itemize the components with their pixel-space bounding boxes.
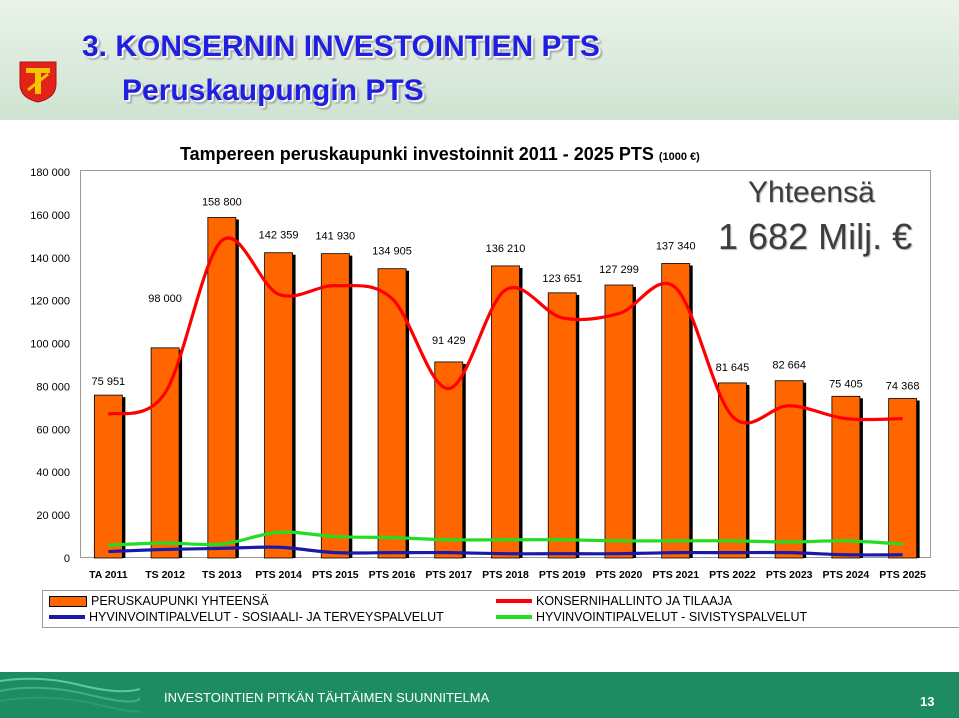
legend-label: HYVINVOINTIPALVELUT - SIVISTYSPALVELUT (536, 610, 808, 624)
total-label: Yhteensä (748, 176, 875, 209)
x-tick-label: PTS 2014 (255, 569, 302, 581)
bar (774, 380, 804, 559)
bar-value-label: 158 800 (202, 196, 242, 208)
legend-label: KONSERNIHALLINTO JA TILAAJA (536, 594, 733, 608)
bar (264, 252, 293, 559)
legend: PERUSKAUPUNKI YHTEENSÄ KONSERNIHALLINTO … (42, 590, 959, 628)
chart-title-unit: (1000 €) (658, 151, 700, 163)
y-tick-label: 100 000 (30, 339, 70, 351)
y-tick-label: 140 000 (30, 253, 70, 265)
y-tick-label: 40 000 (36, 467, 70, 479)
bar (547, 292, 577, 559)
page-number: 13 (920, 694, 935, 709)
bar-value-label: 91 429 (432, 335, 466, 347)
x-tick-label: PTS 2019 (539, 569, 586, 581)
x-tick-label: TS 2012 (145, 569, 185, 581)
bar (320, 253, 350, 559)
bar (718, 382, 747, 559)
tampere-coat-of-arms-icon (19, 61, 57, 103)
y-tick-label: 120 000 (30, 296, 70, 308)
x-tick-label: PTS 2015 (312, 569, 359, 581)
x-tick-label: PTS 2023 (766, 569, 813, 581)
bar (888, 398, 918, 559)
y-tick-label: 60 000 (36, 424, 70, 436)
header-band (0, 0, 959, 120)
footer-decoration (0, 677, 140, 713)
line-sivistys (108, 530, 903, 547)
bar-value-label: 82 664 (772, 360, 806, 372)
bar-value-label: 137 340 (656, 240, 696, 252)
legend-swatch-line (49, 615, 85, 619)
bar-value-label: 142 359 (259, 230, 299, 242)
bar (831, 395, 861, 559)
chart-title: Tampereen peruskaupunki investoinnit 201… (180, 144, 700, 165)
legend-item-sosiaali: HYVINVOINTIPALVELUT - SOSIAALI- JA TERVE… (49, 610, 444, 624)
bar (661, 263, 691, 559)
x-tick-label: TS 2013 (202, 569, 242, 581)
legend-swatch-line (496, 599, 532, 603)
legend-swatch-line (496, 615, 532, 619)
bar (93, 394, 123, 559)
bar-value-label: 75 951 (92, 376, 126, 388)
x-tick-label: PTS 2022 (709, 569, 756, 581)
footer-band (0, 672, 959, 718)
legend-item-konsernihallinto: KONSERNIHALLINTO JA TILAAJA (496, 594, 732, 608)
bar-value-label: 136 210 (486, 243, 526, 255)
bar (207, 217, 237, 559)
x-tick-label: PTS 2025 (879, 569, 926, 581)
legend-label: PERUSKAUPUNKI YHTEENSÄ (91, 594, 269, 608)
bar (491, 265, 520, 559)
bar-value-label: 74 368 (886, 381, 920, 393)
y-tick-label: 0 (64, 553, 70, 565)
legend-item-peruskaupunki: PERUSKAUPUNKI YHTEENSÄ (49, 594, 269, 608)
x-tick-label: PTS 2020 (596, 569, 643, 581)
y-tick-label: 180 000 (30, 167, 70, 179)
bar (150, 347, 180, 559)
bar (377, 268, 407, 559)
bar-value-label: 75 405 (829, 378, 863, 390)
total-value: 1 682 Milj. € (718, 216, 913, 257)
x-tick-label: TA 2011 (89, 569, 128, 581)
line-sosiaali-terveys (108, 545, 903, 557)
y-tick-label: 20 000 (36, 510, 70, 522)
bar (604, 284, 634, 559)
bar-value-label: 81 645 (716, 362, 750, 374)
y-tick-label: 160 000 (30, 210, 70, 222)
bar-value-label: 141 930 (315, 231, 355, 243)
legend-label: HYVINVOINTIPALVELUT - SOSIAALI- JA TERVE… (89, 610, 444, 624)
footer-text: INVESTOINTIEN PITKÄN TÄHTÄIMEN SUUNNITEL… (164, 690, 490, 705)
legend-item-sivistys: HYVINVOINTIPALVELUT - SIVISTYSPALVELUT (496, 610, 807, 624)
bar-value-label: 123 651 (542, 273, 582, 285)
bar-value-label: 134 905 (372, 246, 412, 258)
chart-title-text: Tampereen peruskaupunki investoinnit 201… (180, 144, 654, 164)
x-tick-label: PTS 2016 (369, 569, 416, 581)
legend-swatch-bar (49, 595, 87, 607)
y-tick-label: 80 000 (36, 381, 70, 393)
x-tick-label: PTS 2024 (823, 569, 870, 581)
line-konsernihallinto (107, 236, 903, 425)
bar-value-label: 98 000 (148, 293, 182, 305)
bar-value-label: 127 299 (599, 264, 639, 276)
x-tick-label: PTS 2017 (425, 569, 472, 581)
slide-subtitle: Peruskaupungin PTS (122, 74, 424, 107)
x-tick-label: PTS 2018 (482, 569, 529, 581)
x-tick-label: PTS 2021 (652, 569, 699, 581)
bar (434, 361, 464, 559)
slide-title: 3. KONSERNIN INVESTOINTIEN PTS (82, 30, 600, 63)
